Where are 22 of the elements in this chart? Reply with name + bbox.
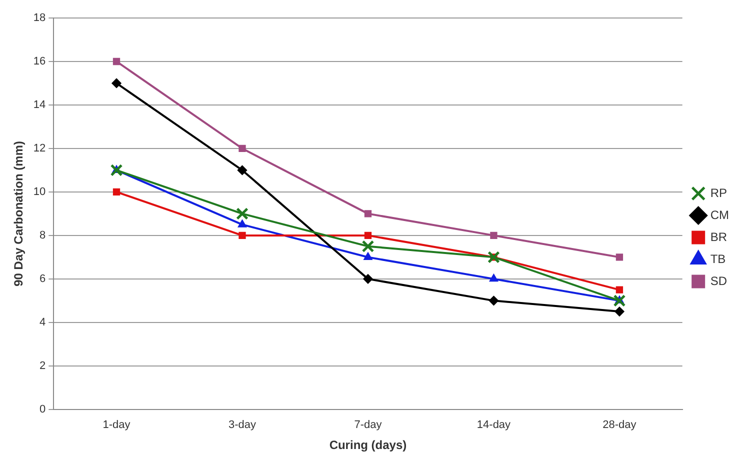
legend-label: TB xyxy=(710,252,726,266)
y-tick-label: 18 xyxy=(33,12,46,24)
x-tick-label: 28-day xyxy=(602,419,637,432)
y-tick-label: 10 xyxy=(33,186,46,198)
legend-label: SD xyxy=(710,274,728,288)
y-tick-label: 4 xyxy=(40,316,46,328)
y-tick-label: 12 xyxy=(33,142,46,154)
y-tick-label: 8 xyxy=(40,229,46,242)
x-tick-label: 3-day xyxy=(228,419,256,432)
y-tick-label: 0 xyxy=(40,403,46,416)
y-axis-title: 90 Day Carbonation (mm) xyxy=(12,141,26,286)
x-tick-label: 1-day xyxy=(102,419,131,432)
y-tick-label: 16 xyxy=(33,56,46,68)
x-axis-title: Curing (days) xyxy=(329,438,407,452)
x-tick-label: 14-day xyxy=(476,419,512,432)
y-tick-label: 6 xyxy=(40,272,46,285)
y-tick-label: 2 xyxy=(40,360,46,372)
y-tick-label: 14 xyxy=(33,99,46,112)
x-tick-label: 7-day xyxy=(354,419,382,432)
legend-label: CM xyxy=(710,208,730,222)
legend-label: BR xyxy=(710,230,728,244)
legend-label: RP xyxy=(710,186,728,200)
